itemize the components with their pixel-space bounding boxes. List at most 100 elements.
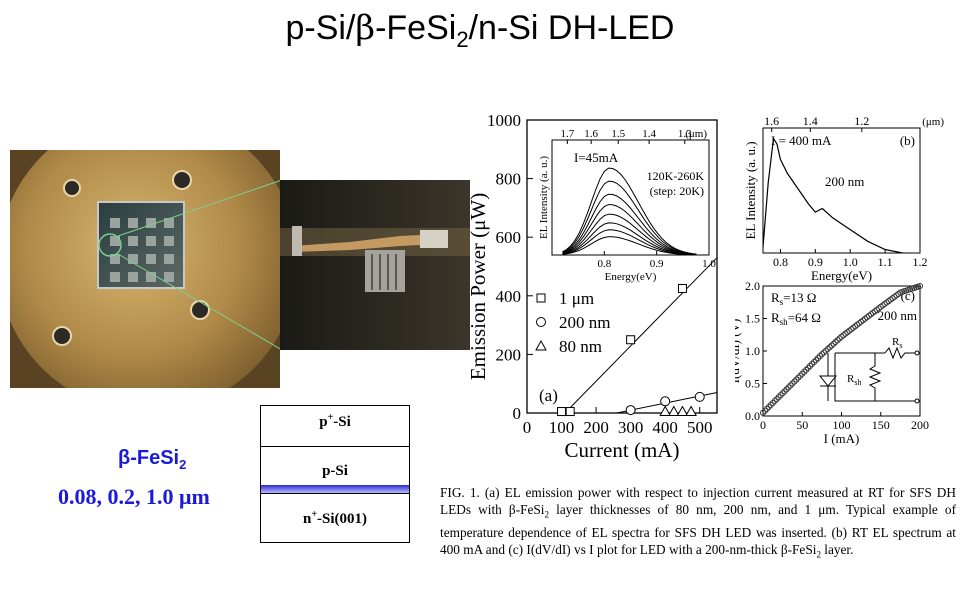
data-point-c (793, 376, 800, 383)
top-tick-label-b: 1.4 (803, 114, 818, 128)
inset-spectrum-curve (562, 229, 697, 256)
data-point-c (807, 362, 814, 369)
y-tick-label-c: 1.5 (745, 312, 760, 326)
data-point-c (820, 349, 827, 356)
data-point-c (818, 351, 825, 358)
rs-label: Rs=13 Ω (771, 290, 816, 307)
inset-spectrum-curve (562, 222, 697, 256)
data-point-triangle (676, 405, 689, 417)
y-axis-label: Emission Power (μW) (466, 193, 490, 380)
thickness-label-c: 200 nm (878, 308, 917, 323)
circuit-diode (818, 375, 838, 387)
x-tick-label: 300 (618, 418, 644, 437)
x-tick-label-c: 150 (872, 418, 890, 432)
layer-n-plus-si: n+-Si(001) (302, 509, 368, 527)
top-tick-label-b: 1.2 (854, 114, 869, 128)
data-point-c (791, 378, 798, 385)
data-point-c (816, 353, 823, 360)
x-tick-label: 500 (687, 418, 713, 437)
x-tick-label-c: 100 (833, 418, 851, 432)
y-tick-label: 0 (513, 404, 522, 423)
fit-line (564, 257, 718, 414)
plot-frame-b (762, 127, 921, 254)
inset-top-tick-label: 1.5 (611, 128, 625, 140)
led-electrodes (110, 218, 174, 282)
data-point-c (769, 399, 776, 407)
data-point-square (557, 407, 567, 417)
data-point-circle (660, 396, 671, 407)
zoom-circle (98, 233, 122, 257)
top-tick-label-b: 1.6 (764, 114, 779, 128)
inset-current-label: I=45mA (574, 150, 619, 165)
inset-top-axis-label: (μm) (685, 128, 707, 140)
data-point-square (626, 335, 636, 345)
x-axis-label-b: Energy(eV) (811, 268, 872, 283)
data-point-c (832, 338, 839, 346)
inset-top-tick-label: 1.7 (560, 128, 574, 140)
y-axis-label-b: EL Intensity (a. u.) (743, 141, 758, 239)
x-axis-label: Current (mA) (565, 438, 680, 462)
x-tick-label-c: 0 (760, 418, 766, 432)
inset-spectrum-curve (562, 213, 697, 256)
data-point-c (783, 386, 790, 393)
data-point-c (805, 364, 812, 371)
data-point-c (789, 380, 796, 387)
inset-top-tick-label: 1.6 (584, 128, 598, 140)
inset-spectrum-curve (562, 236, 697, 256)
zoom-line-top (117, 179, 283, 237)
inset-x-axis-label: Energy(eV) (605, 271, 657, 283)
fesi-label: β-FeSi2 (118, 447, 187, 472)
zoom-line-bottom (117, 253, 283, 351)
inset-x-tick-label: 0.9 (650, 258, 664, 270)
inset-top-tick-label: 1.4 (642, 128, 656, 140)
data-point-triangle (685, 405, 697, 417)
data-point-c (812, 357, 820, 364)
data-point-c (787, 382, 794, 389)
data-point-c (765, 403, 772, 410)
inset-temp-label: 120K-260K (647, 169, 705, 183)
data-point-square (565, 407, 575, 417)
data-point-circle (625, 405, 636, 416)
data-point-c (759, 409, 767, 416)
x-tick-label: 0 (523, 418, 532, 437)
circuit-rsh-label: Rsh (847, 373, 861, 387)
y-tick-label-c: 0.5 (745, 377, 760, 391)
data-point-c (834, 337, 841, 344)
figure-caption: FIG. 1. (a) EL emission power with respe… (440, 485, 956, 560)
x-tick-label-b: 1.1 (878, 255, 893, 269)
data-point-c (785, 384, 792, 391)
y-tick-label-c: 0.0 (745, 409, 760, 423)
y-tick-label: 400 (496, 287, 522, 306)
y-tick-label-c: 2.0 (745, 279, 760, 293)
inset-spectrum-curve (562, 204, 697, 255)
data-point-c (814, 355, 821, 362)
data-point-c (810, 359, 818, 366)
inset-x-tick-label: 1.0 (702, 258, 716, 270)
x-axis-label-c: I (mA) (824, 431, 860, 446)
data-point-c (761, 407, 769, 414)
title-beta: β (355, 8, 376, 48)
panel-label-b: (b) (900, 133, 915, 148)
y-tick-label: 200 (496, 345, 522, 364)
x-tick-label-c: 50 (796, 418, 808, 432)
thickness-label: 0.08, 0.2, 1.0 μm (58, 484, 210, 509)
data-point-c (916, 282, 924, 290)
legend-marker-square (536, 293, 546, 303)
data-point-c (801, 368, 808, 375)
circuit-rsh (868, 353, 882, 401)
data-point-c (836, 335, 843, 342)
circuit-terminal (914, 398, 920, 404)
data-point-c (822, 347, 829, 354)
data-point-c (830, 340, 837, 347)
y-tick-label: 1000 (487, 111, 521, 130)
data-point-square (677, 283, 687, 293)
y-tick-label: 800 (496, 170, 522, 189)
circuit-rs (884, 346, 916, 360)
x-tick-label-c: 200 (911, 418, 929, 432)
legend-label: 1 μm (559, 289, 594, 308)
device-photo (10, 150, 470, 388)
y-tick-label: 600 (496, 228, 522, 247)
data-point-c (797, 372, 804, 379)
plot-frame (526, 119, 718, 414)
current-label-b: I = 400 mA (771, 133, 832, 148)
